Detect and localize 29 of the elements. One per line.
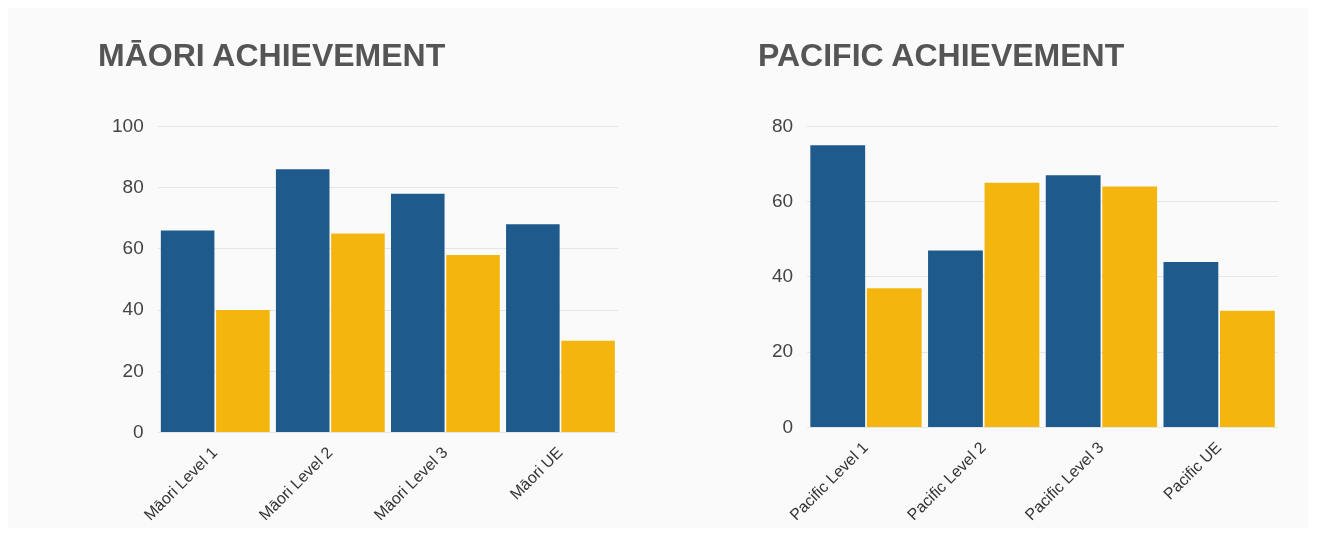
bar [160, 230, 215, 433]
bar [561, 340, 615, 433]
bar [928, 250, 983, 427]
y-tick-label: 0 [782, 415, 794, 437]
bar [1102, 186, 1158, 427]
y-tick-label: 80 [771, 114, 794, 136]
chart-title: PACIFIC ACHIEVEMENT [758, 37, 1125, 74]
y-tick-label: 80 [122, 175, 144, 197]
y-tick-label: 40 [122, 298, 144, 320]
bar [506, 224, 560, 433]
y-tick-label: 40 [771, 265, 794, 287]
y-tick-label: 60 [771, 189, 794, 211]
bar [1219, 310, 1275, 427]
y-tick-label: 20 [771, 340, 794, 362]
y-tick-label: 20 [122, 359, 144, 381]
y-tick-label: 100 [112, 114, 144, 136]
bar [390, 193, 445, 433]
bar [810, 145, 866, 427]
bar [1163, 261, 1219, 427]
bar [1045, 175, 1101, 427]
bar [275, 169, 330, 433]
bar [216, 310, 270, 433]
y-tick-label: 60 [122, 237, 144, 259]
bar [446, 254, 500, 433]
bar [866, 288, 922, 427]
y-tick-label: 0 [133, 420, 144, 442]
chart-title: MĀORI ACHIEVEMENT [98, 37, 446, 74]
bar [984, 182, 1040, 427]
bar [331, 233, 385, 433]
